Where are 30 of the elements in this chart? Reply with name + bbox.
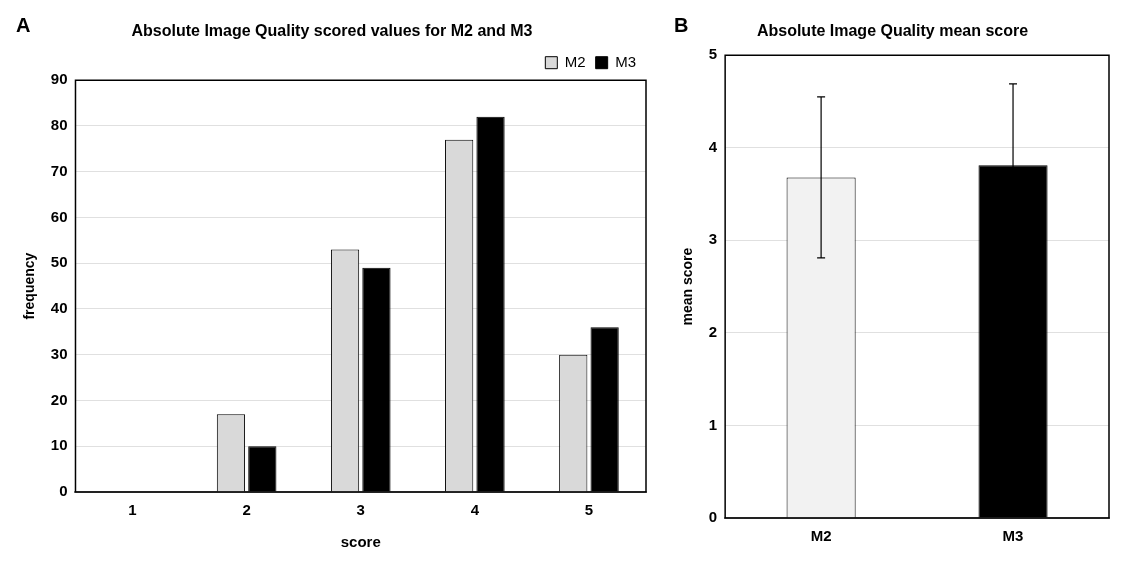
y-axis-title: frequency bbox=[21, 252, 38, 320]
x-tick-label: 1 bbox=[128, 501, 137, 519]
x-tick-label: 4 bbox=[470, 501, 480, 519]
y-tick-label: 10 bbox=[50, 436, 68, 454]
y-tick-label: 1 bbox=[708, 415, 718, 433]
y-axis-title: mean score bbox=[679, 247, 696, 326]
chart-title: Absolute Image Quality scored values for M2 and M3 bbox=[131, 22, 533, 40]
y-tick-label: 60 bbox=[50, 207, 68, 225]
y-tick-label: 20 bbox=[50, 390, 68, 408]
y-tick-label: 70 bbox=[50, 161, 68, 179]
x-tick-label: 5 bbox=[584, 501, 594, 519]
y-tick-label: 30 bbox=[50, 344, 68, 362]
y-tick-label: 0 bbox=[708, 508, 718, 526]
text: B bbox=[674, 13, 689, 36]
x-axis-title: score bbox=[340, 533, 381, 551]
y-tick-label: 90 bbox=[50, 70, 68, 88]
y-tick-label: 4 bbox=[708, 137, 718, 155]
x-tick-label: 2 bbox=[242, 501, 251, 519]
legend-label: M2 bbox=[564, 52, 586, 70]
y-tick-label: 5 bbox=[708, 45, 718, 63]
chart-title: Absolute Image Quality mean score bbox=[756, 22, 1029, 40]
legend-label: M3 bbox=[615, 52, 637, 70]
y-tick-label: 0 bbox=[59, 482, 68, 500]
x-tick-label: 3 bbox=[356, 501, 365, 519]
text: A bbox=[16, 13, 31, 36]
y-tick-label: 80 bbox=[50, 116, 68, 134]
y-tick-label: 50 bbox=[50, 253, 68, 271]
y-tick-label: 2 bbox=[708, 323, 718, 341]
y-tick-label: 3 bbox=[708, 230, 718, 248]
y-tick-label: 40 bbox=[50, 299, 68, 317]
